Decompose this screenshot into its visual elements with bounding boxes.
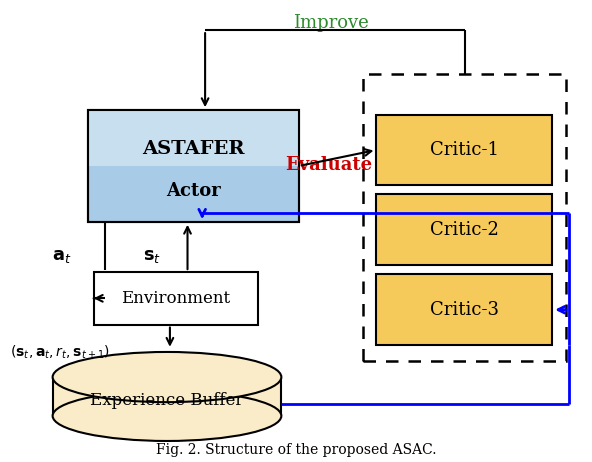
Text: Experience Buffer: Experience Buffer bbox=[91, 392, 244, 409]
Polygon shape bbox=[53, 377, 281, 416]
Ellipse shape bbox=[53, 352, 281, 402]
FancyBboxPatch shape bbox=[88, 110, 299, 166]
Text: $\mathbf{s}_t$: $\mathbf{s}_t$ bbox=[143, 247, 162, 265]
FancyBboxPatch shape bbox=[377, 115, 552, 185]
FancyBboxPatch shape bbox=[377, 274, 552, 345]
FancyBboxPatch shape bbox=[377, 195, 552, 265]
FancyBboxPatch shape bbox=[88, 110, 299, 222]
Text: ASTAFER: ASTAFER bbox=[142, 140, 244, 158]
Text: Improve: Improve bbox=[293, 14, 369, 32]
Text: Critic-1: Critic-1 bbox=[430, 141, 499, 159]
Text: Environment: Environment bbox=[121, 290, 230, 307]
FancyBboxPatch shape bbox=[94, 272, 258, 325]
Text: $(\mathbf{s}_t, \mathbf{a}_t, r_t, \mathbf{s}_{t+1})$: $(\mathbf{s}_t, \mathbf{a}_t, r_t, \math… bbox=[10, 343, 110, 361]
Ellipse shape bbox=[53, 391, 281, 441]
Text: Actor: Actor bbox=[166, 182, 221, 200]
Text: $\mathbf{a}_t$: $\mathbf{a}_t$ bbox=[52, 247, 71, 265]
Text: Critic-3: Critic-3 bbox=[430, 301, 499, 319]
Text: Fig. 2. Structure of the proposed ASAC.: Fig. 2. Structure of the proposed ASAC. bbox=[156, 443, 436, 457]
Text: Evaluate: Evaluate bbox=[285, 156, 372, 174]
Text: Critic-2: Critic-2 bbox=[430, 221, 498, 239]
